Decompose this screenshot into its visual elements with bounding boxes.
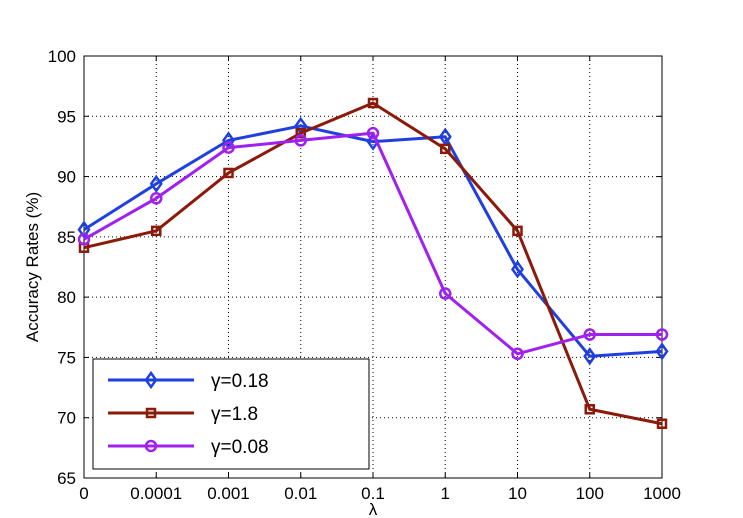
legend-item: γ=1.8 xyxy=(108,404,258,425)
data-point-circle xyxy=(222,141,235,154)
y-tick-label: 70 xyxy=(57,409,76,428)
data-point-diamond xyxy=(510,260,525,279)
data-point-circle xyxy=(294,134,307,147)
x-tick-label: 10 xyxy=(508,484,527,503)
data-point-circle xyxy=(439,287,452,300)
legend-label: γ=0.08 xyxy=(211,437,269,458)
data-point-diamond xyxy=(149,174,163,193)
x-tick-label: 0.0001 xyxy=(130,484,182,503)
x-tick-label: 100 xyxy=(576,484,604,503)
legend-label: γ=1.8 xyxy=(211,404,258,425)
y-tick-label: 80 xyxy=(57,288,76,307)
series-line xyxy=(83,124,663,358)
y-tick-label: 75 xyxy=(57,348,76,367)
series-3 xyxy=(77,126,669,361)
legend-item: γ=0.08 xyxy=(108,437,269,458)
legend: γ=0.18 γ=1.8 γ=0.08 xyxy=(92,358,370,470)
grid-lines xyxy=(84,56,662,478)
y-tick-label: 65 xyxy=(57,469,76,488)
data-point-square xyxy=(512,225,523,237)
legend-label: γ=0.18 xyxy=(211,371,269,392)
data-point-circle xyxy=(655,328,669,341)
data-point-square xyxy=(223,167,234,179)
data-point-circle xyxy=(583,328,596,341)
data-point-circle xyxy=(511,347,524,361)
data-point-square xyxy=(295,127,306,139)
legend-item: γ=0.18 xyxy=(108,370,269,392)
series-line xyxy=(83,101,663,426)
legend-marker-square xyxy=(145,407,157,419)
legend-marker-diamond xyxy=(144,370,158,390)
y-tick-label: 85 xyxy=(57,228,76,247)
series-layer xyxy=(77,97,669,429)
x-tick-label: 1 xyxy=(441,484,450,503)
data-point-square xyxy=(656,418,668,429)
data-point-circle xyxy=(366,126,380,140)
x-axis-label: λ xyxy=(369,500,378,518)
x-tick-label: 0.01 xyxy=(284,484,317,503)
data-point-diamond xyxy=(77,220,91,239)
data-point-circle xyxy=(77,233,91,246)
y-tick-label: 90 xyxy=(57,168,76,187)
x-tick-label: 0.001 xyxy=(207,484,250,503)
data-point-diamond xyxy=(655,342,669,361)
series-line xyxy=(83,131,662,356)
legend-marker-circle xyxy=(144,439,158,453)
data-point-diamond xyxy=(583,347,597,366)
y-tick-label: 95 xyxy=(57,107,76,126)
data-point-square xyxy=(151,225,162,237)
data-point-square xyxy=(440,143,451,155)
series-1 xyxy=(77,116,669,366)
y-axis-label: Accuracy Rates (%) xyxy=(23,192,42,342)
axis-ticks: 0 0.0001 0.001 0.01 0.1 1 10 100 1000 65 70 75 80 85 9… xyxy=(48,47,681,503)
y-tick-label: 100 xyxy=(48,47,76,66)
x-tick-label: 0.1 xyxy=(361,484,385,503)
data-point-square xyxy=(584,404,595,415)
data-point-square xyxy=(367,97,379,109)
data-point-circle xyxy=(150,192,163,205)
x-tick-label: 1000 xyxy=(643,484,681,503)
x-tick-label: 0 xyxy=(79,484,88,503)
